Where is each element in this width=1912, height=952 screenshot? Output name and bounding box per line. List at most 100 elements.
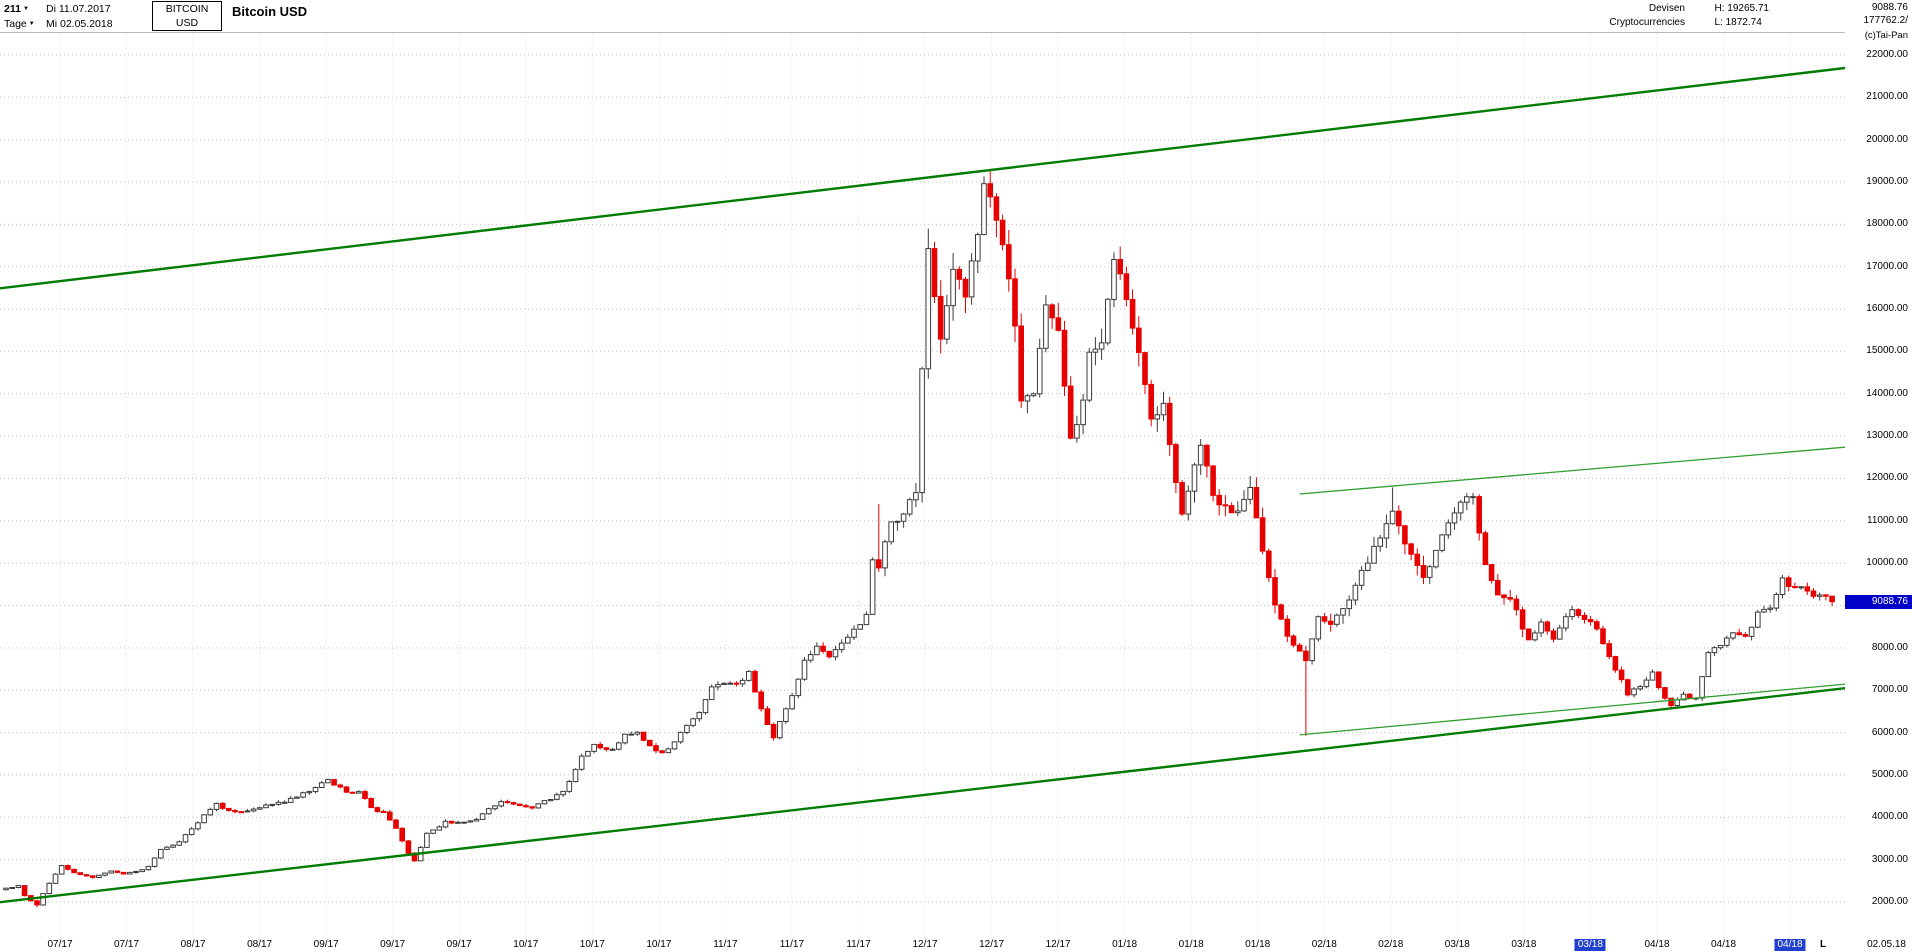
candle-up	[906, 499, 913, 515]
candle-down	[504, 801, 511, 804]
candle-down	[1067, 385, 1074, 439]
candle-down	[1228, 505, 1235, 514]
current-price-marker: 9088.76	[1845, 595, 1912, 609]
candle-up	[15, 885, 22, 888]
trend-line-inner-support[interactable]	[1299, 683, 1845, 736]
candle-down	[510, 802, 517, 805]
candle-up	[919, 368, 925, 494]
candle-up	[696, 712, 703, 720]
candle-up	[913, 492, 919, 501]
candle-up	[981, 183, 987, 235]
candle-up	[40, 893, 46, 906]
candle-up	[746, 670, 752, 681]
candle-up	[182, 834, 189, 843]
chart-title: Bitcoin USD	[232, 4, 308, 19]
candle-down	[1129, 298, 1136, 329]
candle-up	[1631, 688, 1637, 696]
candle-down	[399, 827, 405, 842]
price-tick-label: 7000.00	[1871, 684, 1908, 696]
candle-down	[1414, 553, 1421, 567]
candle-down	[1810, 590, 1817, 597]
candle-up	[430, 829, 436, 834]
price-tick-label: 2000.00	[1871, 895, 1908, 907]
candle-down	[1266, 550, 1272, 579]
candle-up	[1426, 566, 1433, 578]
candle-up	[1761, 608, 1767, 613]
price-tick-label: 18000.00	[1866, 218, 1908, 230]
candle-down	[1296, 644, 1303, 652]
symbol-box[interactable]: BITCOIN USD	[152, 1, 222, 31]
price-tick-label: 22000.00	[1866, 49, 1908, 60]
symbol-currency: USD	[175, 17, 199, 29]
candle-down	[1290, 635, 1297, 646]
candle-down	[1476, 496, 1483, 534]
price-axis-column: 9088.76 177762.2/ (c)Tai-Pan 22000.00 210…	[1845, 0, 1912, 952]
candle-down	[1686, 693, 1693, 699]
candle-up	[888, 521, 895, 543]
x-tick-label: 12/17	[979, 939, 1005, 950]
symbol-name: BITCOIN	[165, 3, 209, 15]
candle-down	[1587, 619, 1594, 623]
candle-up	[975, 234, 981, 262]
candle-up	[1563, 616, 1569, 629]
candle-up	[795, 678, 802, 697]
candle-down	[659, 750, 665, 754]
trend-line-channel-lower[interactable]	[0, 686, 1845, 904]
candle-up	[1816, 594, 1823, 597]
bars-count-select[interactable]: 211 ▼	[4, 3, 29, 15]
chevron-down-icon: ▼	[22, 6, 29, 12]
candle-down	[1488, 564, 1495, 581]
x-tick-label: 04/18	[1710, 939, 1737, 950]
price-chart[interactable]	[0, 33, 1845, 938]
period-select[interactable]: Tage ▼	[4, 18, 35, 30]
candle-down	[1278, 604, 1284, 620]
candle-up	[1030, 393, 1037, 397]
candle-down	[368, 798, 374, 809]
chevron-down-icon: ▼	[28, 21, 35, 27]
candle-up	[925, 248, 932, 370]
high-low-block: H: 19265.71 L: 1872.74	[1715, 2, 1770, 30]
candle-up	[1191, 464, 1198, 492]
date-from-label: Di 11.07.2017	[46, 3, 111, 15]
candle-down	[1594, 621, 1600, 630]
candle-up	[1036, 347, 1043, 395]
candle-down	[987, 183, 994, 198]
candle-up	[133, 871, 139, 873]
candle-down	[529, 806, 536, 809]
candle-up	[188, 828, 195, 836]
candle-up	[127, 871, 133, 875]
candle-down	[34, 900, 40, 906]
candle-up	[1080, 399, 1086, 426]
x-tick-label: 10/17	[646, 939, 672, 950]
candle-up	[1185, 490, 1192, 515]
x-tick-label: 01/18	[1112, 939, 1138, 950]
candle-up	[442, 820, 449, 828]
candle-up	[170, 844, 176, 848]
candle-down	[820, 645, 826, 652]
candle-down	[393, 819, 399, 829]
trend-line-channel-upper[interactable]	[0, 66, 1845, 290]
candle-up	[257, 807, 263, 810]
candle-up	[882, 541, 888, 569]
price-tick-label: 15000.00	[1866, 345, 1908, 357]
trend-line-inner-resistance[interactable]	[1299, 446, 1845, 495]
candle-down	[1055, 317, 1062, 331]
candle-up	[207, 808, 214, 816]
candle-up	[1358, 569, 1365, 586]
candle-up	[950, 268, 956, 307]
candle-down	[1581, 614, 1588, 621]
price-tick-label: 21000.00	[1866, 91, 1908, 103]
candle-up	[244, 810, 251, 813]
candle-up	[547, 799, 554, 802]
candle-up	[1649, 671, 1656, 681]
candle-up	[1092, 348, 1099, 353]
candle-up	[1451, 512, 1458, 524]
candle-down	[1012, 278, 1018, 327]
candle-down	[752, 670, 758, 693]
candle-down	[1272, 577, 1278, 606]
candle-up	[1315, 616, 1322, 640]
candle-up	[145, 865, 152, 871]
candle-up	[1160, 402, 1167, 416]
volume-label: 177762.2/	[1863, 15, 1909, 26]
candle-down	[1204, 444, 1210, 467]
